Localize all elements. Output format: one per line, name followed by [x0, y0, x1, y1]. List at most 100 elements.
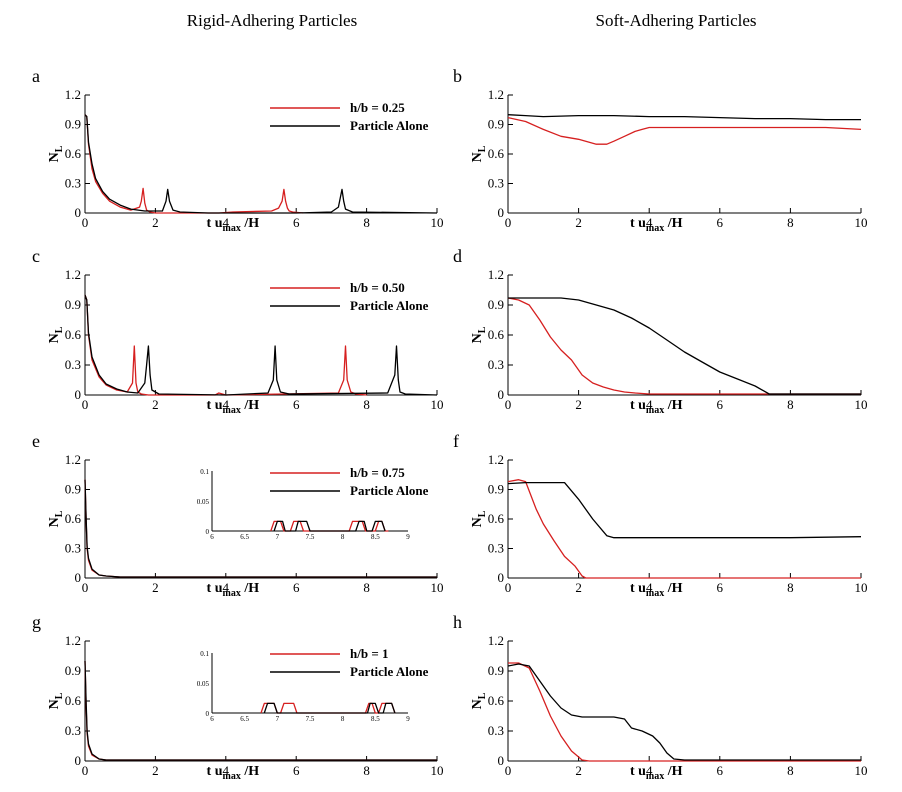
panel-letter: h: [453, 612, 462, 632]
series-line-particle-alone: [84, 294, 438, 396]
y-tick-label: 1.2: [65, 267, 81, 282]
y-tick-label: 0.3: [488, 723, 504, 738]
x-axis-label: t umax /H: [630, 581, 683, 599]
x-tick-label: 2: [575, 763, 582, 778]
panel-letter: e: [32, 431, 40, 451]
series-line-particle-alone: [507, 663, 861, 761]
y-tick-label: 0.3: [488, 541, 504, 556]
y-tick-label: 0.3: [65, 541, 81, 556]
x-tick-label: 8: [787, 215, 794, 230]
panel-letter: f: [453, 431, 459, 451]
y-tick-label: 0: [498, 570, 505, 585]
x-tick-label: 8: [363, 580, 370, 595]
legend-label: Particle Alone: [350, 664, 429, 679]
x-tick-label: 2: [152, 397, 159, 412]
y-tick-label: 1.2: [65, 633, 81, 648]
x-tick-label: 8: [363, 763, 370, 778]
x-tick-label: 10: [431, 580, 444, 595]
inset-x-tick-label: 9: [406, 533, 410, 541]
inset-x-tick-label: 8.5: [371, 715, 380, 723]
panel-letter: d: [453, 246, 462, 266]
x-tick-label: 6: [717, 215, 724, 230]
x-tick-label: 0: [505, 763, 512, 778]
x-tick-label: 6: [293, 215, 300, 230]
x-axis-label-subscript: max: [223, 588, 241, 599]
y-tick-label: 0.6: [488, 693, 505, 708]
x-tick-label: 0: [505, 580, 512, 595]
legend-label: h/b = 0.75: [350, 465, 405, 480]
y-axis-label: NL: [470, 326, 488, 343]
inset-x-tick-label: 9: [406, 715, 410, 723]
x-axis-label-tail: /H: [664, 216, 682, 231]
x-tick-label: 4: [223, 215, 230, 230]
y-tick-label: 0.9: [488, 117, 504, 132]
x-tick-label: 4: [646, 580, 653, 595]
x-axis-label: t umax /H: [207, 764, 260, 782]
series-line-case: [507, 116, 862, 145]
y-tick-label: 1.2: [65, 452, 81, 467]
x-axis-label-subscript: max: [223, 771, 241, 782]
x-tick-label: 0: [82, 763, 89, 778]
x-axis-label: t umax /H: [207, 216, 260, 234]
panel-b: b 0 0.3 0.6 0.9 1.2 0 2 4 6 8 10 t umax /H NL: [453, 66, 868, 234]
left-column-title: Rigid-Adhering Particles: [187, 11, 357, 30]
x-axis-label: t umax /H: [630, 764, 683, 782]
inset-series-line: [260, 702, 396, 714]
x-tick-label: 2: [152, 763, 159, 778]
y-axis-label: NL: [47, 510, 65, 527]
inset-x-tick-label: 6: [210, 715, 214, 723]
series-line-case: [84, 294, 367, 396]
x-tick-label: 4: [646, 763, 653, 778]
x-tick-label: 4: [223, 580, 230, 595]
y-axis-label: NL: [470, 145, 488, 162]
x-tick-label: 8: [787, 580, 794, 595]
x-axis-label-main: t u: [630, 216, 646, 231]
y-axis-label-main: N: [47, 333, 62, 343]
x-axis-label-tail: /H: [241, 764, 259, 779]
y-axis-label-subscript: L: [54, 692, 65, 699]
inset-y-tick-label: 0.05: [197, 680, 210, 688]
y-axis-label-main: N: [470, 699, 485, 709]
x-axis-label-main: t u: [630, 398, 646, 413]
x-axis-label: t umax /H: [630, 216, 683, 234]
y-axis-label: NL: [47, 326, 65, 343]
y-axis-label-subscript: L: [54, 145, 65, 152]
y-tick-label: 0: [498, 205, 505, 220]
series-line-case: [508, 662, 861, 762]
series-line-particle-alone: [84, 114, 438, 214]
y-axis-label: NL: [470, 692, 488, 709]
x-tick-label: 6: [293, 763, 300, 778]
y-tick-label: 0.6: [65, 693, 82, 708]
x-axis-label-main: t u: [630, 764, 646, 779]
x-axis-label-subscript: max: [646, 588, 664, 599]
y-axis-label-subscript: L: [477, 692, 488, 699]
x-tick-label: 0: [82, 397, 89, 412]
y-tick-label: 0.6: [65, 146, 82, 161]
x-tick-label: 6: [717, 763, 724, 778]
y-axis-label-main: N: [47, 517, 62, 527]
y-tick-label: 0.9: [488, 663, 504, 678]
x-tick-label: 0: [82, 215, 89, 230]
y-tick-label: 0: [498, 753, 505, 768]
panel-letter: c: [32, 246, 40, 266]
y-axis-label: NL: [47, 692, 65, 709]
y-axis-label-subscript: L: [477, 510, 488, 517]
x-tick-label: 0: [505, 215, 512, 230]
series-line-particle-alone: [84, 660, 437, 761]
y-tick-label: 0.6: [488, 327, 505, 342]
x-axis-label-main: t u: [207, 398, 223, 413]
series-line-particle-alone: [507, 114, 861, 121]
inset-y-tick-label: 0.1: [200, 468, 209, 476]
inset-series-line: [263, 702, 396, 714]
y-axis-label-main: N: [470, 517, 485, 527]
series-line-case: [84, 114, 304, 214]
panel-h: h 0 0.3 0.6 0.9 1.2 0 2 4 6 8 10 t umax /H NL: [453, 612, 868, 782]
x-tick-label: 4: [646, 215, 653, 230]
y-axis-label-subscript: L: [54, 326, 65, 333]
y-tick-label: 0.6: [65, 327, 82, 342]
x-axis-label-tail: /H: [664, 398, 682, 413]
y-axis-label-main: N: [470, 333, 485, 343]
